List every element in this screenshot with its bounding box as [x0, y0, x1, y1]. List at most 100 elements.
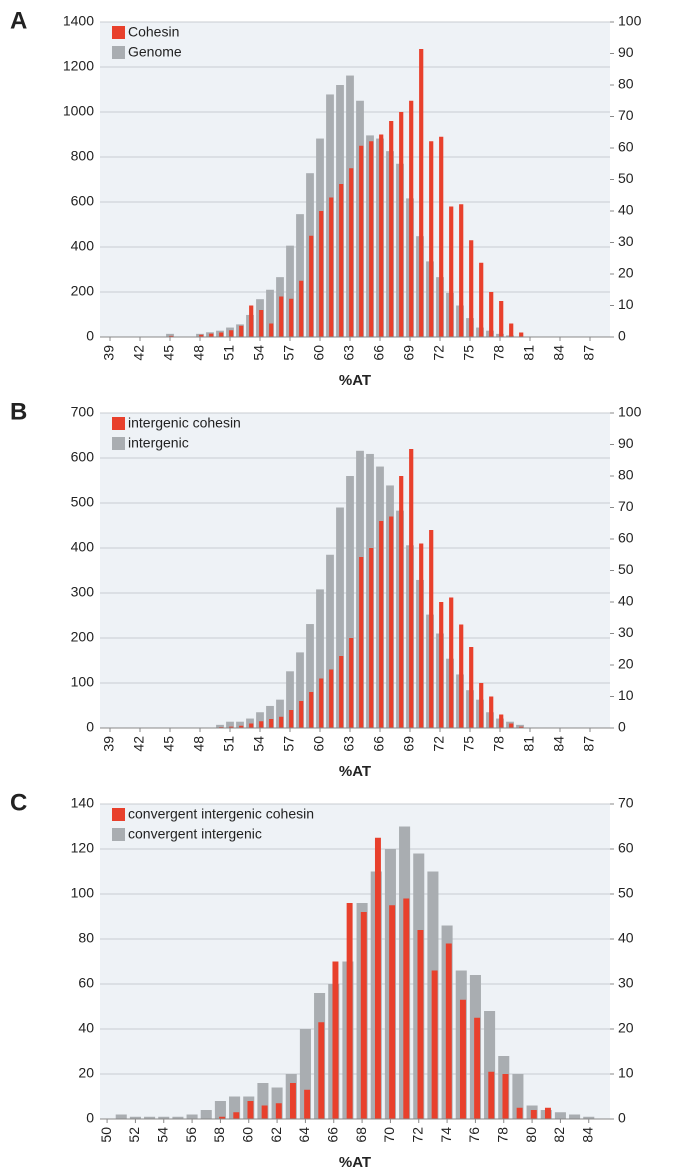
y-tick-label: 100	[71, 674, 95, 690]
bar	[399, 112, 404, 337]
x-tick-label: 64	[296, 1127, 312, 1143]
x-tick-label: 74	[438, 1127, 454, 1143]
bar	[419, 49, 424, 337]
bar	[419, 543, 424, 728]
y-tick-label: 1000	[63, 103, 94, 119]
bar	[296, 214, 304, 337]
bar	[530, 1110, 537, 1119]
bar	[289, 1083, 296, 1119]
x-tick-label: 56	[183, 1127, 199, 1143]
y2-tick-label: 40	[618, 202, 634, 218]
x-tick-label: 51	[221, 345, 237, 361]
bar	[229, 1096, 241, 1119]
bar	[214, 1101, 226, 1119]
panel: B 0 100 200 300 400 500 600 700 0 10 20 30 40 50 60 70 80…	[10, 398, 642, 780]
y-tick-label: 1200	[63, 58, 94, 74]
x-tick-label: 84	[551, 345, 567, 361]
y-tick-label: 140	[71, 795, 95, 811]
bar	[339, 184, 344, 337]
y2-tick-label: 30	[618, 233, 634, 249]
y2-tick-label: 20	[618, 265, 634, 281]
bar	[403, 898, 410, 1119]
x-tick-label: 75	[461, 736, 477, 752]
bar	[499, 301, 504, 337]
bar	[409, 449, 414, 728]
y2-tick-label: 60	[618, 139, 634, 155]
x-tick-label: 58	[211, 1127, 227, 1143]
bar	[275, 1103, 282, 1119]
x-tick-label: 82	[551, 1127, 567, 1143]
x-axis-title: %AT	[339, 763, 371, 780]
x-tick-label: 87	[581, 345, 597, 361]
bar	[519, 726, 524, 728]
x-tick-label: 69	[401, 345, 417, 361]
bar	[474, 1017, 481, 1119]
y2-tick-label: 20	[618, 1020, 634, 1036]
bar	[439, 602, 444, 728]
bar	[299, 1029, 311, 1119]
x-tick-label: 81	[521, 736, 537, 752]
y2-tick-label: 70	[618, 795, 634, 811]
x-tick-label: 76	[466, 1127, 482, 1143]
bar	[299, 280, 304, 337]
bar	[309, 235, 314, 337]
bar	[359, 145, 364, 337]
bar	[431, 970, 438, 1119]
bar	[484, 1011, 496, 1119]
y2-tick-label: 60	[618, 530, 634, 546]
panel-letter: A	[10, 7, 27, 34]
y-tick-label: 1400	[63, 13, 94, 29]
bar	[129, 1116, 141, 1119]
x-tick-label: 45	[161, 736, 177, 752]
bar	[369, 548, 374, 728]
bar	[544, 1107, 551, 1119]
y-tick-label: 400	[71, 539, 95, 555]
y-tick-label: 400	[71, 238, 95, 254]
bar	[502, 1074, 509, 1119]
bar	[374, 837, 381, 1119]
x-tick-label: 50	[98, 1127, 114, 1143]
panel-letter: C	[10, 789, 27, 816]
y-tick-label: 600	[71, 193, 95, 209]
bar	[299, 701, 304, 728]
legend-label: intergenic cohesin	[128, 415, 241, 431]
bar	[266, 705, 274, 728]
bar	[417, 930, 424, 1119]
bar	[479, 262, 484, 337]
legend-label: Cohesin	[128, 24, 179, 40]
bar	[329, 669, 334, 728]
bar	[459, 624, 464, 728]
legend-swatch	[112, 437, 125, 450]
bar	[399, 476, 404, 728]
panel: A 0 200 400 600 800 1000 1200 1400 0 10 20 30 40 50 60 7…	[10, 7, 642, 389]
x-tick-label: 68	[353, 1127, 369, 1143]
bar	[229, 726, 234, 728]
bar	[199, 334, 204, 337]
bar	[236, 721, 244, 728]
y2-tick-label: 90	[618, 435, 634, 451]
x-tick-label: 54	[251, 736, 267, 752]
bar	[306, 624, 314, 728]
x-tick-label: 84	[551, 736, 567, 752]
bar	[209, 333, 214, 337]
bar	[346, 476, 354, 728]
bar	[239, 725, 244, 728]
bar	[429, 530, 434, 728]
bar	[296, 652, 304, 728]
y2-tick-label: 60	[618, 840, 634, 856]
bar	[369, 141, 374, 337]
x-tick-label: 60	[311, 736, 327, 752]
bar	[499, 714, 504, 728]
bar	[359, 557, 364, 728]
y-tick-label: 100	[71, 885, 95, 901]
y2-tick-label: 100	[618, 13, 642, 29]
bar	[554, 1112, 566, 1119]
bar	[276, 699, 284, 728]
bar	[389, 905, 396, 1119]
x-tick-label: 39	[101, 345, 117, 361]
y-tick-label: 80	[78, 930, 94, 946]
x-tick-label: 66	[371, 345, 387, 361]
bar	[389, 121, 394, 337]
y2-tick-label: 70	[618, 498, 634, 514]
